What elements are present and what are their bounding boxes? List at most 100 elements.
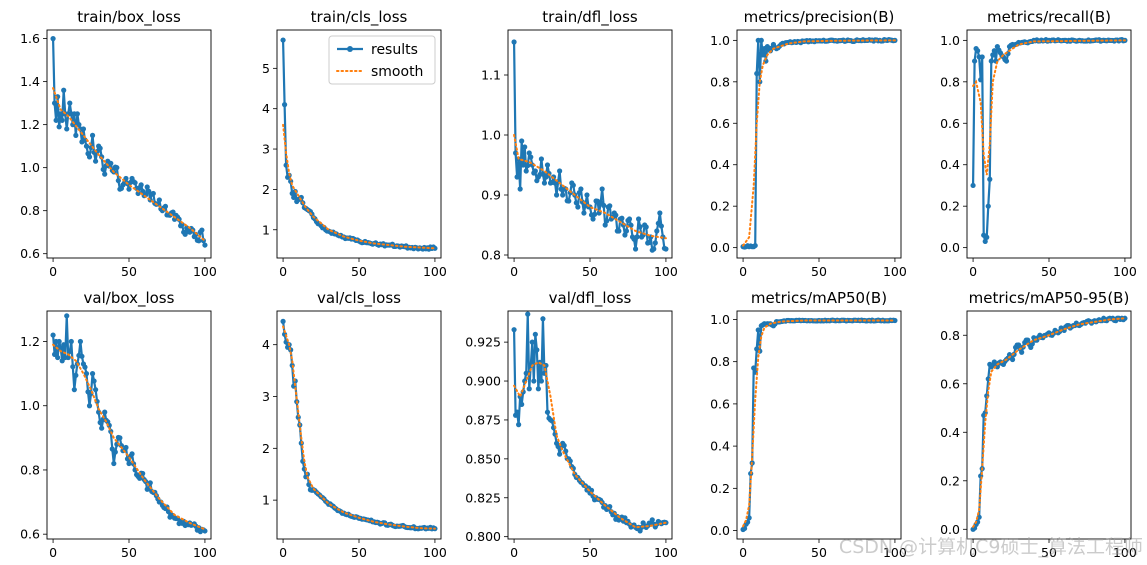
data-point	[535, 386, 541, 392]
data-point	[514, 174, 520, 180]
y-tick-label: 0.4	[940, 157, 960, 172]
series-results	[740, 36, 898, 250]
results-line	[742, 38, 896, 249]
smooth-line	[742, 39, 896, 247]
data-point	[99, 425, 105, 431]
x-tick-label: 100	[883, 264, 907, 279]
y-tick-label: 0.850	[465, 451, 501, 466]
data-point	[100, 166, 106, 173]
data-point	[970, 182, 976, 189]
data-point	[511, 327, 517, 333]
x-tick-label: 0	[279, 264, 287, 279]
results-line	[51, 38, 206, 246]
data-point	[115, 177, 121, 184]
y-tick-label: 1.6	[20, 31, 40, 46]
data-point	[971, 58, 978, 64]
y-tick-label: 0.6	[940, 376, 960, 391]
data-point	[658, 223, 664, 229]
smooth-line	[513, 134, 667, 240]
data-point	[51, 100, 58, 106]
y-tick-label: 0.800	[465, 529, 501, 544]
data-point	[67, 100, 73, 106]
data-point	[643, 224, 649, 230]
data-point	[1003, 58, 1010, 64]
y-tick-label: 1.0	[710, 312, 730, 327]
data-point	[156, 197, 162, 203]
data-point	[628, 222, 634, 228]
y-tick-label: 0.2	[710, 481, 730, 496]
data-point	[561, 442, 567, 449]
data-point	[602, 222, 608, 228]
data-point	[135, 190, 141, 197]
data-point	[86, 403, 93, 409]
data-point	[623, 228, 630, 234]
smooth-line	[282, 123, 436, 250]
data-point	[525, 311, 531, 317]
plot-frame	[276, 29, 442, 259]
data-point	[573, 200, 579, 206]
data-point	[144, 184, 150, 190]
data-point	[138, 182, 144, 188]
data-point	[649, 517, 655, 523]
data-point	[132, 180, 138, 186]
smooth-line	[742, 319, 896, 528]
data-point	[987, 176, 993, 182]
plot-frame	[507, 310, 673, 540]
x-tick-label: 0	[739, 264, 747, 279]
data-point	[990, 52, 996, 58]
y-tick-label: 1	[262, 222, 270, 237]
chart-title: train/dfl_loss	[542, 8, 638, 27]
chart-panel-3: metrics/precision(B) 0 50 100 0.0 0.2 0.4 0.6 0.…	[710, 8, 907, 279]
data-point	[560, 192, 566, 198]
data-point	[544, 162, 551, 168]
data-point	[590, 216, 596, 222]
chart-title: metrics/mAP50(B)	[751, 289, 887, 307]
data-point	[553, 192, 560, 198]
chart-panel-5: val/box_loss 0 50 100 0.6 0.8 1.0 1.2	[20, 289, 217, 560]
chart-title: val/dfl_loss	[549, 289, 632, 308]
y-tick-label: 0.9	[481, 188, 501, 203]
y-tick-label: 2	[262, 441, 270, 456]
data-point	[129, 451, 135, 457]
data-point	[754, 70, 760, 77]
data-point	[538, 156, 545, 162]
y-tick-label: 1.0	[20, 160, 40, 175]
data-point	[56, 124, 62, 130]
data-point	[126, 186, 132, 192]
y-tick-label: 1.0	[710, 33, 730, 48]
data-point	[55, 354, 61, 361]
chart-title: metrics/mAP50-95(B)	[969, 289, 1130, 307]
y-tick-label: 0.4	[940, 425, 960, 440]
y-tick-label: 1	[262, 493, 270, 508]
data-point	[516, 422, 522, 428]
data-point	[538, 378, 545, 384]
smooth-line	[282, 325, 436, 530]
results-line	[281, 321, 436, 530]
data-point	[123, 444, 129, 451]
data-point	[519, 401, 525, 407]
y-tick-label: 0.925	[465, 335, 501, 350]
y-tick-label: 0.8	[20, 203, 40, 218]
x-tick-label: 50	[582, 545, 598, 560]
y-tick-label: 0.6	[20, 527, 40, 542]
data-point	[601, 202, 607, 208]
data-point	[619, 215, 625, 221]
data-point	[557, 451, 563, 457]
data-point	[50, 36, 56, 42]
data-point	[73, 132, 79, 138]
series-results	[50, 36, 208, 248]
data-point	[525, 162, 531, 169]
data-point	[652, 240, 658, 246]
y-tick-label: 1.0	[940, 33, 960, 48]
chart-title: metrics/precision(B)	[744, 8, 895, 26]
chart-title: train/cls_loss	[311, 8, 408, 27]
data-point	[616, 228, 622, 234]
data-point	[123, 175, 129, 182]
x-tick-label: 50	[582, 264, 598, 279]
y-tick-label: 0.0	[710, 240, 730, 255]
chart-title: metrics/recall(B)	[987, 8, 1111, 26]
y-tick-label: 2	[262, 182, 270, 197]
y-tick-label: 1.1	[481, 68, 501, 83]
data-point	[79, 353, 85, 359]
smooth-line	[972, 39, 1126, 176]
